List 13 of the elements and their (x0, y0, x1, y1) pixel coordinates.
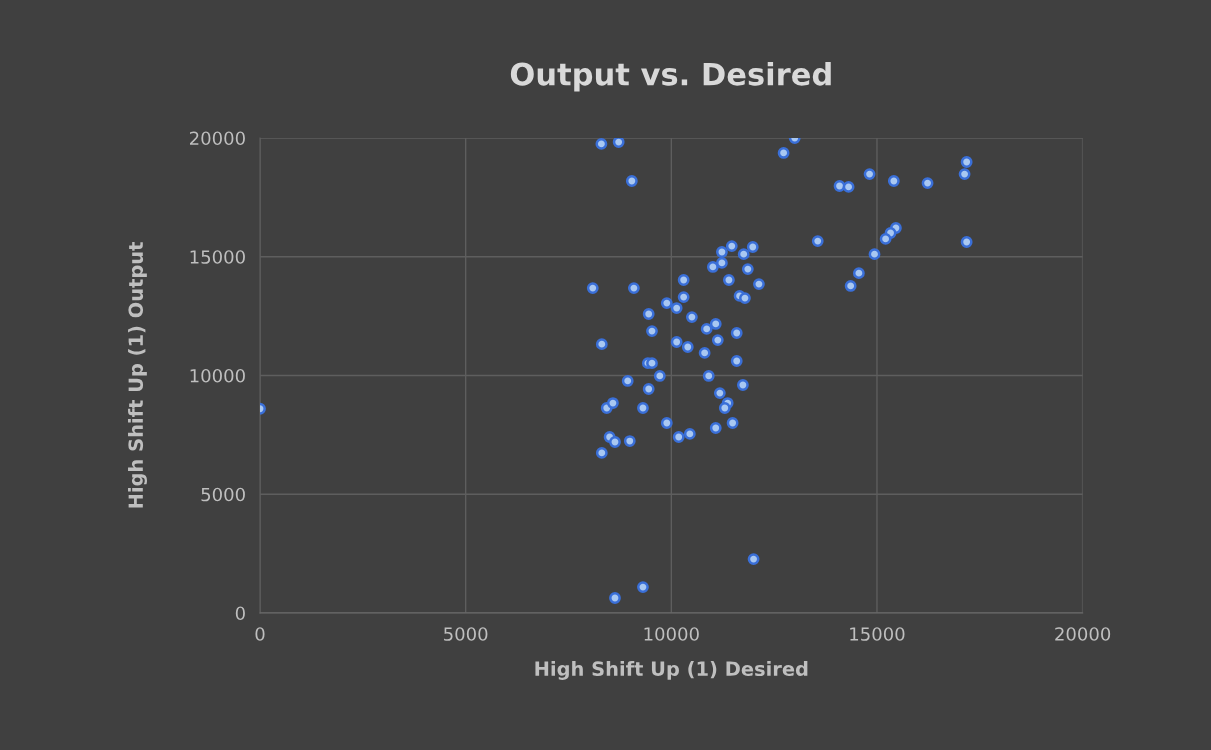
x-tick-label: 15000 (850, 627, 905, 641)
x-axis-title: High Shift Up (1) Desired (535, 661, 808, 680)
x-tick-label: 10000 (644, 627, 699, 641)
x-tick-label: 0 (255, 627, 265, 641)
y-tick-label: 10000 (190, 368, 245, 383)
chart-title: Output vs. Desired (510, 62, 831, 92)
x-tick-label: 20000 (1055, 627, 1111, 641)
y-tick-label: 15000 (190, 250, 245, 264)
y-axis-title: High Shift Up (1) Output (128, 242, 148, 508)
y-tick-label: 5000 (201, 487, 245, 502)
y-tick-label: 0 (235, 606, 245, 621)
x-tick-label: 5000 (444, 627, 488, 641)
y-tick-label: 20000 (190, 131, 245, 146)
